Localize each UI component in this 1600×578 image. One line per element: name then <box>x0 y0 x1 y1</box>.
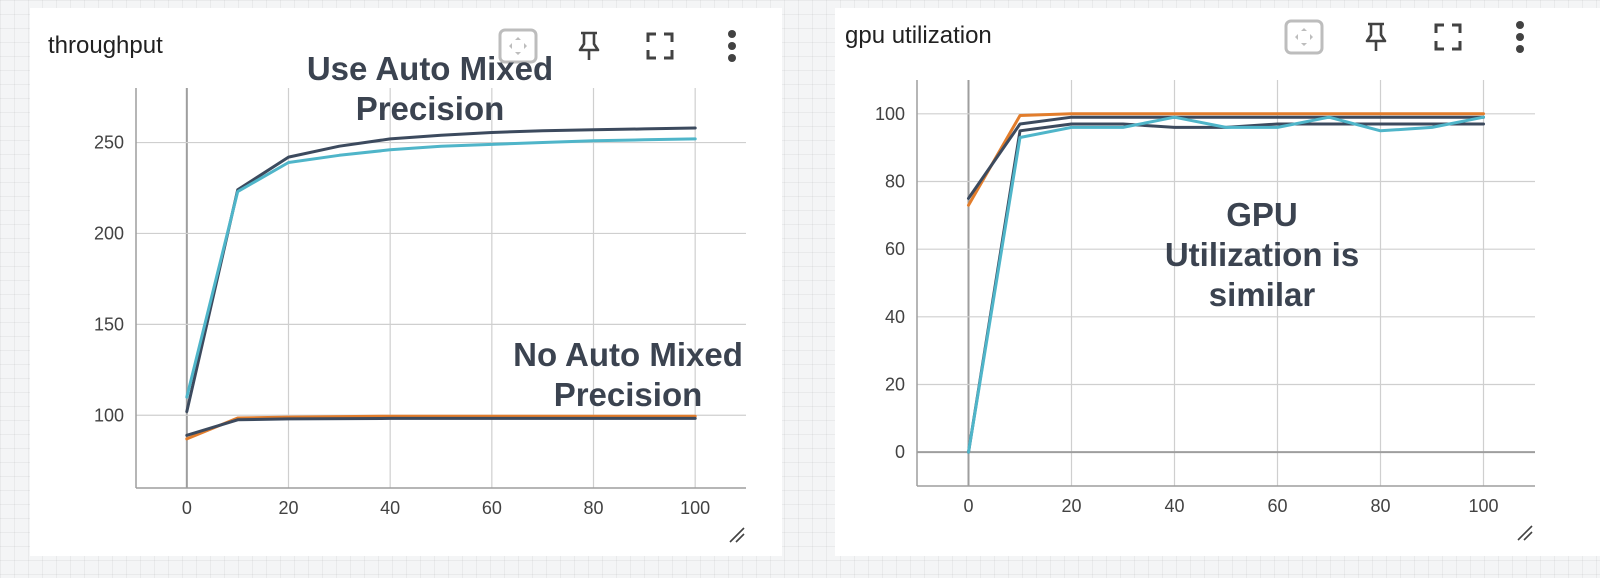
pin-icon[interactable] <box>567 24 611 68</box>
series-line-1 <box>185 126 697 414</box>
chart-card-gpu-utilization: gpu utilization 0 20 40 60 80 100 0 20 40 60 80 100… <box>835 8 1600 556</box>
chart-annotation: Use Auto Mixed <box>307 50 553 87</box>
chart-annotation: GPU <box>1226 196 1298 233</box>
series-line-4 <box>967 115 1485 454</box>
x-tick-label: 0 <box>963 496 973 516</box>
x-tick-label: 60 <box>482 498 502 518</box>
x-tick-label: 60 <box>1267 496 1287 516</box>
y-tick-label: 100 <box>875 104 905 124</box>
series-line-4 <box>185 416 697 437</box>
expand-data-area-icon[interactable] <box>1282 15 1326 59</box>
x-tick-label: 20 <box>278 498 298 518</box>
expand-data-area-icon[interactable] <box>496 24 540 68</box>
x-tick-label: 80 <box>583 498 603 518</box>
more-vert-icon[interactable] <box>1498 15 1542 59</box>
chart-card-throughput: throughput 0 20 40 60 80 100 100 150 200 250 Use A… <box>30 8 782 556</box>
x-tick-label: 100 <box>1468 496 1498 516</box>
chart-annotation: Utilization is <box>1165 236 1359 273</box>
series-line-3 <box>185 414 697 441</box>
y-tick-label: 250 <box>94 133 124 153</box>
chart-annotation: Precision <box>356 90 505 127</box>
pin-icon[interactable] <box>1354 15 1398 59</box>
chart-annotation: No Auto Mixed <box>513 336 743 373</box>
more-vert-icon[interactable] <box>710 24 754 68</box>
series-line-1 <box>967 112 1485 207</box>
y-tick-label: 100 <box>94 405 124 425</box>
x-tick-label: 20 <box>1061 496 1081 516</box>
y-tick-label: 0 <box>895 442 905 462</box>
x-tick-label: 0 <box>182 498 192 518</box>
y-tick-label: 80 <box>885 172 905 192</box>
y-tick-label: 20 <box>885 375 905 395</box>
fullscreen-icon[interactable] <box>1426 15 1470 59</box>
series-line-2 <box>967 115 1485 200</box>
x-tick-label: 40 <box>380 498 400 518</box>
x-tick-label: 100 <box>680 498 710 518</box>
resize-handle-icon[interactable] <box>724 522 750 548</box>
x-tick-label: 80 <box>1370 496 1390 516</box>
chart-title: gpu utilization <box>845 22 992 49</box>
y-tick-label: 200 <box>94 223 124 243</box>
y-tick-label: 60 <box>885 239 905 259</box>
x-tick-label: 40 <box>1164 496 1184 516</box>
fullscreen-icon[interactable] <box>638 24 682 68</box>
y-tick-label: 40 <box>885 307 905 327</box>
chart-annotation: similar <box>1209 276 1316 313</box>
chart-title: throughput <box>48 32 163 59</box>
resize-handle-icon[interactable] <box>1512 520 1538 546</box>
chart-annotation: Precision <box>554 376 703 413</box>
y-tick-label: 150 <box>94 314 124 334</box>
series-line-2 <box>185 137 697 399</box>
